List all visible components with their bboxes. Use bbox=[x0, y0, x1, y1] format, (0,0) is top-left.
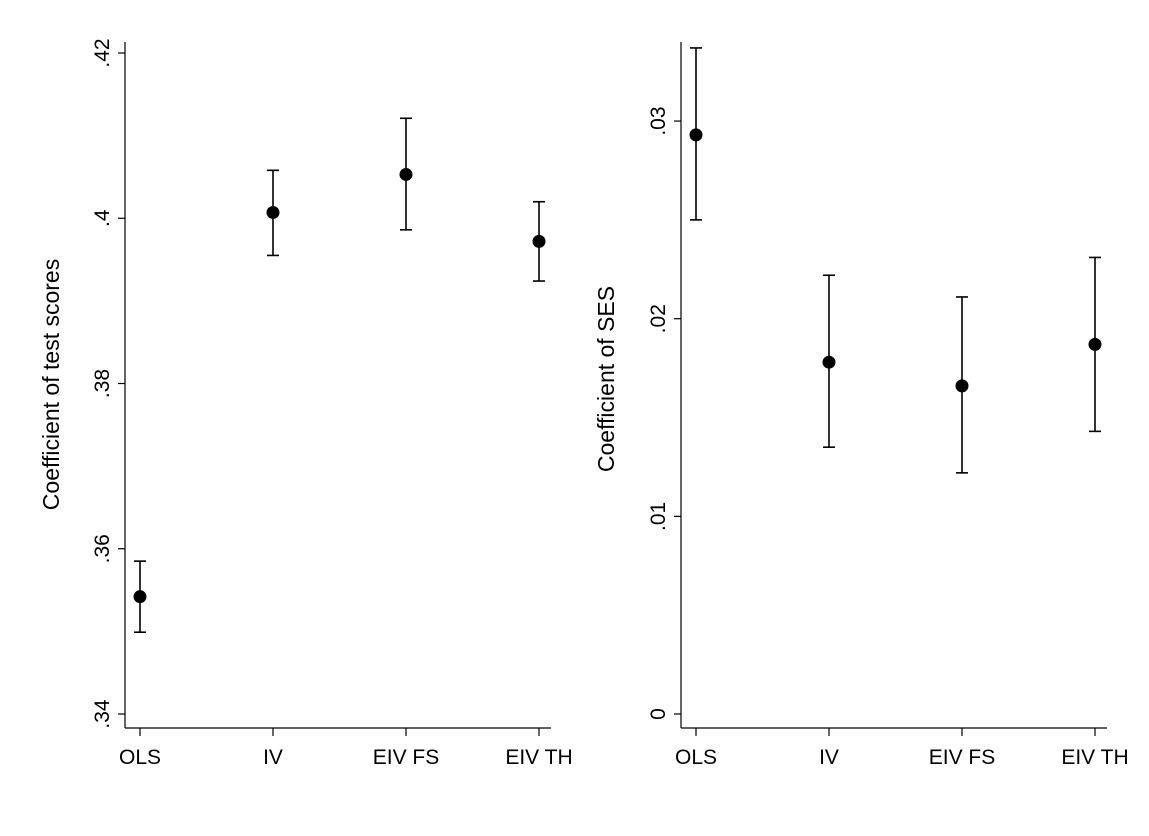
y-tick-label: .01 bbox=[647, 502, 670, 531]
x-tick-label: IV bbox=[819, 746, 839, 769]
x-tick-label: IV bbox=[263, 746, 283, 769]
point-eiv-th bbox=[1088, 337, 1102, 351]
panel-ses: 0 .01 .02 .03 OLS IV EIV FS EIV TH Coefficient o… bbox=[593, 42, 1129, 769]
x-tick-label: EIV FS bbox=[929, 746, 996, 769]
y-tick-label: .34 bbox=[91, 699, 114, 729]
point-iv bbox=[266, 205, 280, 219]
y-tick-label: .4 bbox=[91, 209, 114, 227]
y-tick-label: 0 bbox=[647, 708, 670, 720]
x-tick-label: EIV FS bbox=[373, 746, 440, 769]
panel-test-scores: .34 .36 .38 .4 .42 OLS IV EIV FS EIV TH Coefficie… bbox=[38, 38, 573, 769]
point-ols bbox=[689, 128, 703, 142]
y-tick-label: .02 bbox=[647, 304, 670, 333]
x-tick-label: OLS bbox=[675, 746, 717, 769]
point-ols bbox=[133, 590, 147, 604]
y-tick-label: .03 bbox=[647, 106, 670, 135]
x-tick-label: OLS bbox=[119, 746, 161, 769]
y-tick-label: .36 bbox=[91, 534, 114, 563]
y-tick-label: .42 bbox=[91, 38, 114, 67]
point-eiv-fs bbox=[399, 167, 413, 181]
point-iv bbox=[822, 355, 836, 369]
y-axis-title: Coefficient of SES bbox=[593, 286, 619, 472]
x-tick-label: EIV TH bbox=[1061, 746, 1128, 769]
point-eiv-th bbox=[532, 234, 546, 248]
point-eiv-fs bbox=[955, 379, 969, 393]
x-tick-label: EIV TH bbox=[505, 746, 572, 769]
y-axis-title: Coefficient of test scores bbox=[38, 259, 64, 510]
y-tick-label: .38 bbox=[91, 369, 114, 398]
